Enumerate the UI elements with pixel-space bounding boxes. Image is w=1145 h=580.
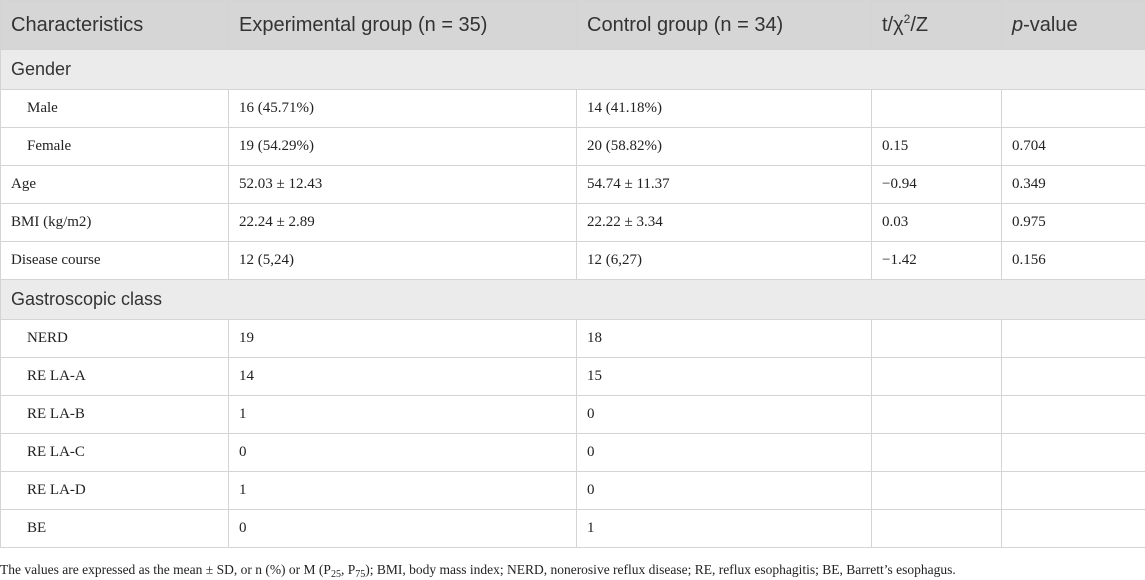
header-row: Characteristics Experimental group (n = … [1,1,1145,50]
statistic-cell: −0.94 [872,166,1002,204]
control-value-cell: 15 [577,358,872,396]
statistic-cell [872,396,1002,434]
experimental-value-cell: 14 [229,358,577,396]
characteristics-table: Characteristics Experimental group (n = … [0,0,1145,548]
statistic-cell [872,434,1002,472]
row-label-cell: Female [1,128,229,166]
header-test-statistic: t/χ2/Z [872,1,1002,50]
footnote-part3: ); BMI, body mass index; NERD, nonerosiv… [365,562,956,577]
p-value-cell [1002,396,1145,434]
header-p-italic: p [1012,14,1023,36]
statistic-cell: 0.15 [872,128,1002,166]
experimental-value-cell: 0 [229,510,577,548]
statistic-cell [872,510,1002,548]
header-control-group: Control group (n = 34) [577,1,872,50]
p-value-cell: 0.156 [1002,242,1145,280]
p-value-cell [1002,320,1145,358]
table-footnote: The values are expressed as the mean ± S… [0,562,956,578]
control-value-cell: 0 [577,434,872,472]
statistic-cell: −1.42 [872,242,1002,280]
footnote-part2: , P [341,562,355,577]
footnote-sub-25: 25 [331,569,341,580]
control-value-cell: 22.22 ± 3.34 [577,204,872,242]
p-value-cell [1002,434,1145,472]
p-value-cell [1002,358,1145,396]
experimental-value-cell: 1 [229,396,577,434]
statistic-cell [872,472,1002,510]
section-label: Gender [1,50,1145,90]
header-stat-prefix: t/χ [882,14,904,36]
row-label-cell: Age [1,166,229,204]
control-value-cell: 18 [577,320,872,358]
control-value-cell: 0 [577,396,872,434]
statistic-cell: 0.03 [872,204,1002,242]
header-stat-suffix: /Z [910,14,928,36]
row-label-cell: NERD [1,320,229,358]
experimental-value-cell: 52.03 ± 12.43 [229,166,577,204]
statistic-cell [872,90,1002,128]
footnote-sub-75: 75 [355,569,365,580]
row-label-cell: RE LA-D [1,472,229,510]
experimental-value-cell: 19 (54.29%) [229,128,577,166]
experimental-value-cell: 19 [229,320,577,358]
footnote-part1: The values are expressed as the mean ± S… [0,562,331,577]
control-value-cell: 14 (41.18%) [577,90,872,128]
section-label: Gastroscopic class [1,280,1145,320]
row-label-cell: RE LA-A [1,358,229,396]
p-value-cell: 0.975 [1002,204,1145,242]
p-value-cell: 0.704 [1002,128,1145,166]
section-row: Gastroscopic class [1,280,1145,320]
row-label-cell: RE LA-B [1,396,229,434]
row-label-cell: BMI (kg/m2) [1,204,229,242]
header-p-value: p-value [1002,1,1145,50]
p-value-cell [1002,90,1145,128]
p-value-cell [1002,510,1145,548]
control-value-cell: 20 (58.82%) [577,128,872,166]
experimental-value-cell: 12 (5,24) [229,242,577,280]
experimental-value-cell: 22.24 ± 2.89 [229,204,577,242]
experimental-value-cell: 1 [229,472,577,510]
header-experimental-group: Experimental group (n = 35) [229,1,577,50]
header-characteristics: Characteristics [1,1,229,50]
experimental-value-cell: 0 [229,434,577,472]
control-value-cell: 0 [577,472,872,510]
row-label-cell: Disease course [1,242,229,280]
section-row: Gender [1,50,1145,90]
row-label-cell: Male [1,90,229,128]
row-label-cell: RE LA-C [1,434,229,472]
control-value-cell: 12 (6,27) [577,242,872,280]
control-value-cell: 54.74 ± 11.37 [577,166,872,204]
header-p-rest: -value [1023,14,1077,36]
experimental-value-cell: 16 (45.71%) [229,90,577,128]
p-value-cell [1002,472,1145,510]
statistic-cell [872,358,1002,396]
control-value-cell: 1 [577,510,872,548]
statistic-cell [872,320,1002,358]
p-value-cell: 0.349 [1002,166,1145,204]
row-label-cell: BE [1,510,229,548]
